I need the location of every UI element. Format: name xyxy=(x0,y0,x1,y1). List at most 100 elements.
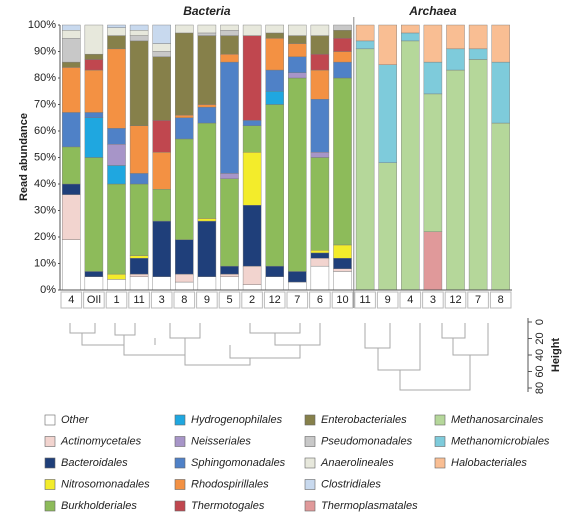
bar-segment xyxy=(62,112,81,148)
dendrogram xyxy=(69,323,489,391)
bar-segment xyxy=(152,56,171,121)
bar-segment xyxy=(242,265,262,285)
bar-segment xyxy=(84,117,104,158)
bar-segment xyxy=(265,104,284,267)
category-box xyxy=(60,291,83,309)
legend-swatch xyxy=(174,457,186,469)
bar-segment xyxy=(152,120,171,153)
bar-segment xyxy=(84,69,104,113)
legend-label: Clostridiales xyxy=(321,478,381,490)
bar-segment xyxy=(175,24,194,34)
bar-segment xyxy=(197,104,217,108)
bar-segment xyxy=(310,151,330,158)
bar-segment xyxy=(107,279,126,291)
bar-segment xyxy=(288,43,307,57)
category-box xyxy=(128,291,150,309)
legend-swatch xyxy=(44,500,56,512)
legend-swatch xyxy=(304,436,316,447)
legend-label: Other xyxy=(61,414,90,426)
bar-segment xyxy=(288,56,307,73)
bar-segment xyxy=(310,35,330,55)
bar-segment xyxy=(129,30,149,36)
legend-swatch xyxy=(304,500,316,512)
legend-swatch xyxy=(174,436,186,447)
group-title: Bacteria xyxy=(183,4,231,18)
bar-segment xyxy=(129,40,149,126)
bar-segment xyxy=(310,24,330,36)
bar-segment xyxy=(378,24,397,65)
bar-segment xyxy=(468,24,488,50)
bar-segment xyxy=(333,30,352,39)
x-tick-label: 8 xyxy=(498,294,504,306)
bar-segment xyxy=(220,173,239,179)
category-box xyxy=(105,291,128,309)
bar-segment xyxy=(197,24,217,34)
bar-segment xyxy=(220,53,239,63)
legend-label: Enterobacteriales xyxy=(321,414,407,426)
bar-segment xyxy=(220,276,239,291)
x-tick-label: OIl xyxy=(87,294,101,306)
bar-segment xyxy=(423,24,443,63)
bar-segment xyxy=(333,258,352,270)
x-tick-label: 1 xyxy=(113,294,119,306)
legend-swatch xyxy=(44,414,56,426)
bar-segment xyxy=(242,204,262,267)
bar-segment xyxy=(310,250,330,254)
group-title: Archaea xyxy=(408,4,457,18)
bar-segment xyxy=(62,38,81,63)
bar-segment xyxy=(107,27,126,36)
category-box xyxy=(489,291,512,309)
x-tick-label: 9 xyxy=(204,294,210,306)
bar-segment xyxy=(197,122,217,219)
bar-segment xyxy=(378,64,397,164)
bar-segment xyxy=(423,93,443,232)
legend-label: Methanomicrobiales xyxy=(451,435,550,447)
y-tick-label: 60% xyxy=(34,125,56,137)
bar-segment xyxy=(107,48,126,129)
legend-swatch xyxy=(304,414,316,426)
bar-segment xyxy=(333,268,352,272)
bar-segment xyxy=(107,24,126,28)
category-box xyxy=(150,291,173,309)
bar-segment xyxy=(152,276,171,291)
legend-label: Halobacteriales xyxy=(451,457,527,469)
category-box xyxy=(286,291,309,309)
category-box xyxy=(354,291,376,309)
bar-segment xyxy=(288,35,307,44)
bar-segment xyxy=(265,91,284,105)
bar-segment xyxy=(333,244,352,259)
bar-segment xyxy=(175,114,194,118)
legend-swatch xyxy=(44,479,56,490)
bar-segment xyxy=(446,24,465,50)
bar-segment xyxy=(446,48,465,71)
x-tick-label: 4 xyxy=(407,294,413,306)
bar-segment xyxy=(107,35,126,50)
bar-segment xyxy=(288,271,307,283)
bar-segment xyxy=(242,284,262,291)
bar-segment xyxy=(288,281,307,291)
bar-segment xyxy=(288,72,307,79)
bar-segment xyxy=(107,128,126,145)
bar-segment xyxy=(84,112,104,118)
y-tick-label: 30% xyxy=(34,204,56,216)
category-box xyxy=(263,291,286,309)
legend-swatch xyxy=(44,436,56,447)
legend-label: Bacteroidales xyxy=(61,457,128,469)
x-tick-label: 10 xyxy=(336,294,348,306)
legend-label: Rhodospirillales xyxy=(191,478,269,490)
x-tick-label: 12 xyxy=(269,294,281,306)
bar-segment xyxy=(84,276,104,291)
height-tick-label: 60 xyxy=(534,365,546,377)
bar-segment xyxy=(175,32,194,116)
category-box xyxy=(467,291,489,309)
bar-segment xyxy=(129,173,149,185)
y-tick-label: 40% xyxy=(34,178,56,190)
bar-segment xyxy=(152,220,171,277)
bar-segment xyxy=(175,117,194,140)
y-tick-label: 80% xyxy=(34,72,56,84)
x-tick-label: 11 xyxy=(359,294,370,306)
x-tick-label: 7 xyxy=(294,294,300,306)
bar-segment xyxy=(107,273,126,280)
bar-segment xyxy=(265,32,284,39)
bar-segment xyxy=(423,231,443,291)
